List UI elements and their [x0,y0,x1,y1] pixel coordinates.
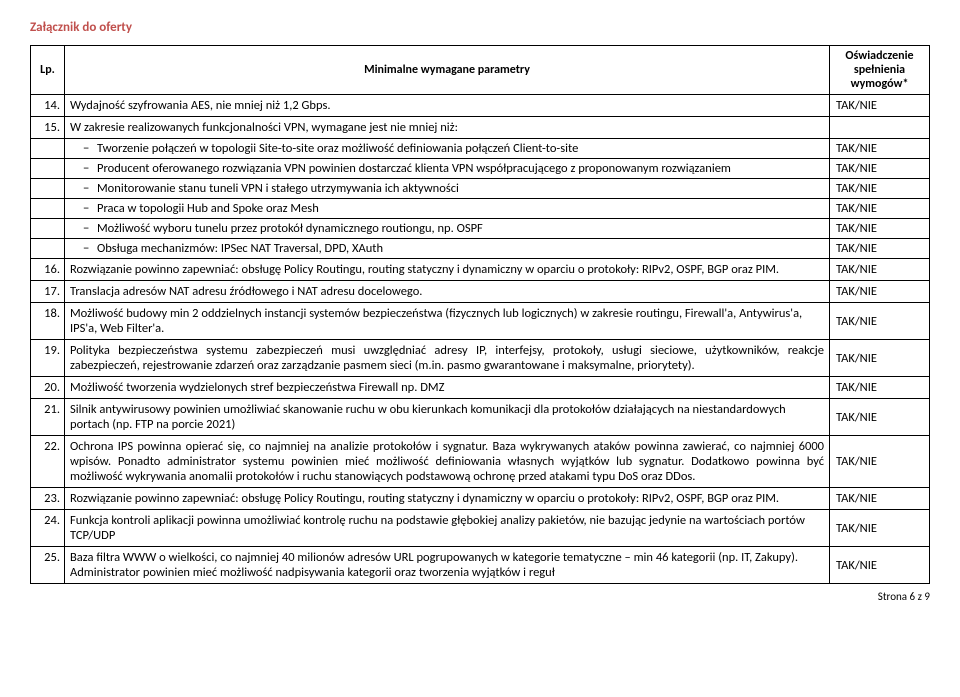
cell-lp: 22. [31,436,65,488]
table-header-row: Lp. Minimalne wymagane parametry Oświadc… [31,46,930,95]
cell-lp-empty [31,199,65,219]
cell-lp: 16. [31,259,65,281]
cell-param: Rozwiązanie powinno zapewniać: obsługę P… [65,488,830,510]
table-subrow: −Obsługa mechanizmów: IPSec NAT Traversa… [31,239,930,259]
cell-osw: TAK/NIE [830,199,930,219]
cell-lp: 24. [31,510,65,547]
cell-param: Silnik antywirusowy powinien umożliwiać … [65,399,830,436]
cell-osw [830,117,930,139]
cell-osw: TAK/NIE [830,436,930,488]
cell-subparam: −Praca w topologii Hub and Spoke oraz Me… [65,199,830,219]
cell-lp-empty [31,159,65,179]
cell-lp: 20. [31,377,65,399]
col-header-osw: Oświadczenie spełnienia wymogów* [830,46,930,95]
cell-osw: TAK/NIE [830,377,930,399]
col-header-param: Minimalne wymagane parametry [65,46,830,95]
cell-osw: TAK/NIE [830,488,930,510]
cell-subparam: −Monitorowanie stanu tuneli VPN i stałeg… [65,179,830,199]
cell-param: Baza filtra WWW o wielkości, co najmniej… [65,547,830,584]
table-subrow: −Producent oferowanego rozwiązania VPN p… [31,159,930,179]
attachment-header: Załącznik do oferty [30,20,930,35]
table-row: 16. Rozwiązanie powinno zapewniać: obsłu… [31,259,930,281]
dash-icon: − [83,161,97,176]
cell-lp: 14. [31,95,65,117]
table-row: 14. Wydajność szyfrowania AES, nie mniej… [31,95,930,117]
requirements-table: Lp. Minimalne wymagane parametry Oświadc… [30,45,930,584]
cell-subparam: −Obsługa mechanizmów: IPSec NAT Traversa… [65,239,830,259]
cell-lp-empty [31,179,65,199]
page-footer: Strona 6 z 9 [30,590,930,603]
table-subrow: −Możliwość wyboru tunelu przez protokół … [31,219,930,239]
cell-param: Funkcja kontroli aplikacji powinna umożl… [65,510,830,547]
cell-subparam: −Tworzenie połączeń w topologii Site-to-… [65,139,830,159]
sub-text: Możliwość wyboru tunelu przez protokół d… [97,221,483,236]
cell-lp-empty [31,139,65,159]
dash-icon: − [83,141,97,156]
sub-text: Obsługa mechanizmów: IPSec NAT Traversal… [97,241,383,256]
table-subrow: −Monitorowanie stanu tuneli VPN i stałeg… [31,179,930,199]
cell-param: Rozwiązanie powinno zapewniać: obsługę P… [65,259,830,281]
table-row: 23. Rozwiązanie powinno zapewniać: obsłu… [31,488,930,510]
cell-osw: TAK/NIE [830,139,930,159]
cell-param: Polityka bezpieczeństwa systemu zabezpie… [65,340,830,377]
cell-osw: TAK/NIE [830,547,930,584]
sub-text: Tworzenie połączeń w topologii Site-to-s… [97,141,578,156]
cell-osw: TAK/NIE [830,281,930,303]
cell-lp-empty [31,239,65,259]
cell-lp: 18. [31,303,65,340]
cell-param: Możliwość budowy min 2 oddzielnych insta… [65,303,830,340]
cell-osw: TAK/NIE [830,159,930,179]
table-row: 25. Baza filtra WWW o wielkości, co najm… [31,547,930,584]
dash-icon: − [83,241,97,256]
cell-param: Wydajność szyfrowania AES, nie mniej niż… [65,95,830,117]
cell-lp: 23. [31,488,65,510]
table-subrow: −Praca w topologii Hub and Spoke oraz Me… [31,199,930,219]
dash-icon: − [83,181,97,196]
cell-param: Możliwość tworzenia wydzielonych stref b… [65,377,830,399]
cell-osw: TAK/NIE [830,303,930,340]
cell-param: Ochrona IPS powinna opierać się, co najm… [65,436,830,488]
cell-osw: TAK/NIE [830,219,930,239]
dash-icon: − [83,201,97,216]
table-row: 19. Polityka bezpieczeństwa systemu zabe… [31,340,930,377]
sub-text: Monitorowanie stanu tuneli VPN i stałego… [97,181,459,196]
cell-lp: 21. [31,399,65,436]
cell-osw: TAK/NIE [830,259,930,281]
cell-param: Translacja adresów NAT adresu źródłowego… [65,281,830,303]
cell-osw: TAK/NIE [830,340,930,377]
cell-osw: TAK/NIE [830,399,930,436]
sub-text: Praca w topologii Hub and Spoke oraz Mes… [97,201,319,216]
dash-icon: − [83,221,97,236]
cell-lp-empty [31,219,65,239]
col-header-lp: Lp. [31,46,65,95]
sub-text: Producent oferowanego rozwiązania VPN po… [97,161,731,176]
cell-lp: 15. [31,117,65,139]
cell-lp: 25. [31,547,65,584]
table-row: 17. Translacja adresów NAT adresu źródło… [31,281,930,303]
table-row: 24. Funkcja kontroli aplikacji powinna u… [31,510,930,547]
table-subrow: −Tworzenie połączeń w topologii Site-to-… [31,139,930,159]
cell-osw: TAK/NIE [830,179,930,199]
table-row: 20. Możliwość tworzenia wydzielonych str… [31,377,930,399]
cell-osw: TAK/NIE [830,239,930,259]
table-row: 22. Ochrona IPS powinna opierać się, co … [31,436,930,488]
cell-lp: 19. [31,340,65,377]
table-row: 21. Silnik antywirusowy powinien umożliw… [31,399,930,436]
cell-lp: 17. [31,281,65,303]
table-row: 15. W zakresie realizowanych funkcjonaln… [31,117,930,139]
cell-subparam: −Możliwość wyboru tunelu przez protokół … [65,219,830,239]
cell-osw: TAK/NIE [830,510,930,547]
table-row: 18. Możliwość budowy min 2 oddzielnych i… [31,303,930,340]
cell-param: W zakresie realizowanych funkcjonalności… [65,117,830,139]
cell-subparam: −Producent oferowanego rozwiązania VPN p… [65,159,830,179]
cell-osw: TAK/NIE [830,95,930,117]
